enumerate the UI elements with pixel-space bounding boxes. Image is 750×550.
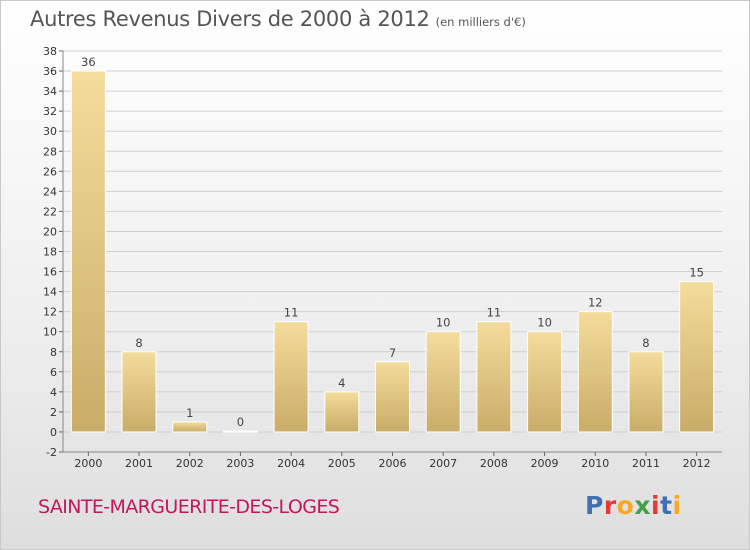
x-tick-label: 2000 xyxy=(74,457,102,470)
y-tick-label: 36 xyxy=(43,65,57,78)
x-tick-label: 2012 xyxy=(683,457,711,470)
x-tick-label: 2006 xyxy=(379,457,407,470)
data-label: 12 xyxy=(588,296,603,310)
y-tick-label: 38 xyxy=(43,45,57,58)
data-label: 8 xyxy=(642,336,649,350)
data-label: 11 xyxy=(487,306,502,320)
logo-letter: x xyxy=(634,491,651,520)
chart-title: Autres Revenus Divers de 2000 à 2012 (en … xyxy=(30,7,526,31)
data-label: 10 xyxy=(537,316,552,330)
x-tick-label: 2009 xyxy=(531,457,559,470)
y-tick-label: -2 xyxy=(46,446,57,459)
logo-letter: t xyxy=(660,491,673,520)
data-label: 15 xyxy=(689,266,704,280)
bar xyxy=(425,331,461,433)
x-tick-label: 2011 xyxy=(632,457,660,470)
y-tick-label: 28 xyxy=(43,145,57,158)
data-label: 8 xyxy=(135,336,142,350)
bar xyxy=(527,331,563,433)
y-tick-label: 10 xyxy=(43,326,57,339)
x-tick-label: 2008 xyxy=(480,457,508,470)
y-tick-label: 32 xyxy=(43,105,57,118)
x-tick-label: 2010 xyxy=(581,457,609,470)
proxiti-logo[interactable]: Proxiti xyxy=(585,491,682,520)
y-tick-label: 18 xyxy=(43,246,57,259)
commune-name: SAINTE-MARGUERITE-DES-LOGES xyxy=(38,496,340,518)
data-label: 36 xyxy=(81,55,96,69)
bar xyxy=(172,421,208,433)
y-tick-label: 6 xyxy=(50,366,57,379)
y-tick-label: 26 xyxy=(43,165,57,178)
x-tick-label: 2005 xyxy=(328,457,356,470)
y-tick-label: 12 xyxy=(43,306,57,319)
logo-letter: r xyxy=(603,491,617,520)
bar xyxy=(273,321,309,433)
bar xyxy=(476,321,512,433)
bar xyxy=(70,70,106,433)
y-tick-label: 16 xyxy=(43,266,57,279)
y-tick-label: 2 xyxy=(50,406,57,419)
logo-letter: P xyxy=(585,491,604,520)
bar xyxy=(375,361,410,433)
y-tick-label: 24 xyxy=(43,185,57,198)
y-tick-label: 4 xyxy=(50,386,57,399)
data-label: 10 xyxy=(436,316,451,330)
y-tick-label: 34 xyxy=(43,85,57,98)
y-tick-label: 20 xyxy=(43,225,57,238)
y-tick-label: 0 xyxy=(50,426,57,439)
data-label: 1 xyxy=(186,406,193,420)
data-label: 7 xyxy=(389,346,396,360)
y-tick-label: 30 xyxy=(43,125,57,138)
x-tick-label: 2004 xyxy=(277,457,305,470)
bar xyxy=(324,391,360,433)
x-tick-label: 2001 xyxy=(125,457,153,470)
logo-letter: i xyxy=(672,491,682,520)
bar xyxy=(628,351,664,433)
data-label: 4 xyxy=(338,376,345,390)
x-tick-label: 2007 xyxy=(429,457,457,470)
y-tick-label: 22 xyxy=(43,205,57,218)
bar xyxy=(121,351,157,433)
x-tick-label: 2002 xyxy=(176,457,204,470)
chart-title-text: Autres Revenus Divers de 2000 à 2012 xyxy=(30,7,430,31)
data-label: 11 xyxy=(284,306,299,320)
bar xyxy=(679,281,715,433)
bar xyxy=(577,311,613,433)
chart-unit-note: (en milliers d'€) xyxy=(435,15,526,29)
data-label: 0 xyxy=(237,415,244,429)
y-tick-label: 8 xyxy=(50,346,57,359)
x-tick-label: 2003 xyxy=(226,457,254,470)
bar xyxy=(222,430,258,433)
y-tick-label: 14 xyxy=(43,286,57,299)
logo-letter: o xyxy=(616,491,635,520)
logo-letter: i xyxy=(651,491,661,520)
